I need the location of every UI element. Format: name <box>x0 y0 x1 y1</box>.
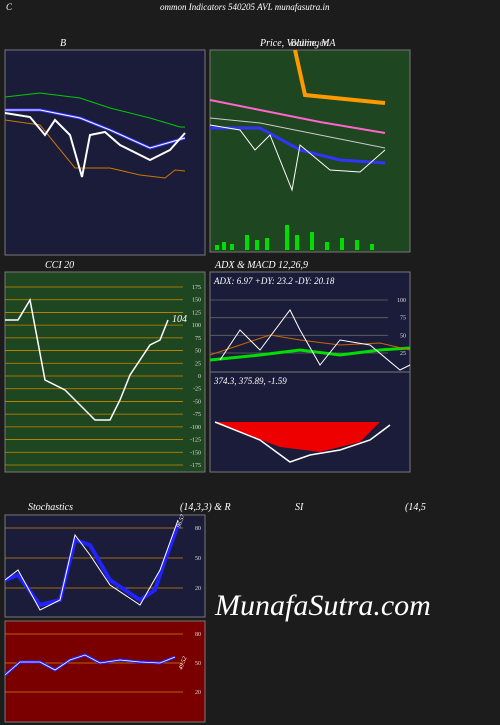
watermark: MunafaSutra.com <box>214 589 431 622</box>
header-letter: C <box>6 2 13 12</box>
tick-label: 50 <box>195 349 201 355</box>
panel <box>4 271 206 473</box>
tick-label: -25 <box>193 387 201 393</box>
tick-label: -125 <box>190 438 201 444</box>
di-line <box>219 309 411 371</box>
ma-line <box>293 49 386 105</box>
cci-last: 104 <box>172 314 187 325</box>
tick-label: 0 <box>198 374 201 380</box>
tick-label: 75 <box>400 316 406 322</box>
panel-label: CCI 20 <box>45 260 74 271</box>
header-title: ommon Indicators 540205 AVL munafasutra.… <box>160 2 330 12</box>
tick-label: -50 <box>193 399 201 405</box>
tick-label: 50 <box>195 556 201 562</box>
tick-label: 100 <box>397 298 406 304</box>
ma <box>5 109 186 149</box>
tick-label: 25 <box>400 351 406 357</box>
tick-label: -150 <box>190 450 201 456</box>
tick-label: 20 <box>195 690 201 696</box>
panel-params: (14,3,3) & R <box>180 502 231 513</box>
ma-line <box>209 117 386 149</box>
macd-line <box>214 421 391 463</box>
panel <box>4 620 206 723</box>
tick-label: 75 <box>195 336 201 342</box>
tick-label: 100 <box>192 323 201 329</box>
panel-label: Price, Volume, MA <box>259 38 336 49</box>
panel-label: B <box>60 38 66 49</box>
macd-histogram <box>215 422 380 452</box>
cci-line <box>5 297 169 421</box>
volume-bars <box>215 225 374 250</box>
tick-label: 50 <box>400 333 406 339</box>
panel-params: (14,5 <box>405 502 426 513</box>
tick-label: 25 <box>195 361 201 367</box>
tick-label: 80 <box>195 526 201 532</box>
ma-line <box>210 126 386 165</box>
panel-label: Stochastics <box>28 502 73 513</box>
tick-label: 80 <box>195 632 201 638</box>
price-line <box>209 124 386 192</box>
stoch-last: 96.57 <box>176 513 187 529</box>
tick-label: -100 <box>190 425 201 431</box>
rsi-line <box>4 654 176 676</box>
upper-band <box>4 92 185 128</box>
stoch-k <box>4 519 179 611</box>
di-line <box>209 334 411 356</box>
macd-readout: 374.3, 375.89, -1.59 <box>213 376 287 386</box>
panel-label: ADX & MACD 12,26,9 <box>214 260 308 271</box>
tick-label: 150 <box>192 298 201 304</box>
tick-label: 50 <box>195 661 201 667</box>
tick-label: 175 <box>192 285 201 291</box>
tick-label: 20 <box>195 586 201 592</box>
panel <box>4 49 206 256</box>
panel-overlay: Bollinger <box>290 38 328 49</box>
panel-label: SI <box>295 502 304 513</box>
adx-line <box>209 346 411 362</box>
tick-label: -175 <box>190 463 201 469</box>
ma-line <box>209 99 386 134</box>
price-line <box>4 112 186 178</box>
tick-label: -75 <box>193 412 201 418</box>
stoch-d <box>4 524 180 608</box>
rsi-last: 49.52 <box>177 656 188 671</box>
adx-readout: ADX: 6.97 +DY: 23.2 -DY: 20.18 <box>213 276 335 286</box>
tick-label: 125 <box>192 310 201 316</box>
